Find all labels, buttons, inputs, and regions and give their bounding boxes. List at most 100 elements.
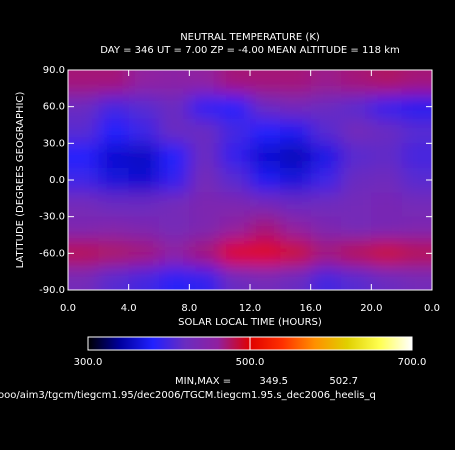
- heatmap-cell: [250, 143, 281, 169]
- heatmap-cell: [159, 70, 190, 95]
- heatmap-cell: [280, 216, 312, 242]
- heatmap-cell: [219, 216, 251, 242]
- heatmap-cell: [189, 216, 221, 242]
- heatmap-cell: [128, 167, 160, 193]
- heatmap-cell: [250, 241, 281, 267]
- heatmap-cell: [98, 192, 130, 218]
- heatmap-cell: [401, 118, 432, 144]
- heatmap-cell: [401, 265, 432, 290]
- heatmap-cell: [371, 167, 403, 193]
- heatmap-cell: [98, 118, 130, 144]
- heatmap-cell: [310, 70, 342, 95]
- heatmap-cell: [159, 143, 190, 169]
- heatmap-cell: [128, 192, 160, 218]
- heatmap: [68, 70, 432, 290]
- chart-title: NEUTRAL TEMPERATURE (K): [180, 32, 320, 43]
- heatmap-cell: [310, 192, 342, 218]
- heatmap-cell: [341, 94, 372, 120]
- y-tick-label: -60.0: [39, 248, 65, 259]
- heatmap-cell: [401, 143, 432, 169]
- heatmap-cell: [341, 265, 372, 290]
- x-tick-label: 4.0: [121, 303, 137, 314]
- heatmap-cell: [219, 167, 251, 193]
- footer-path: ooo/aim3/tgcm/tiegcm1.95/dec2006/TGCM.ti…: [0, 390, 376, 401]
- colorbar-tick-label: 500.0: [236, 357, 265, 368]
- heatmap-cell: [310, 167, 342, 193]
- heatmap-cell: [371, 118, 403, 144]
- heatmap-cell: [189, 265, 221, 290]
- y-tick-label: 90.0: [43, 65, 65, 76]
- heatmap-cell: [371, 94, 403, 120]
- heatmap-cell: [280, 192, 312, 218]
- heatmap-cell: [250, 216, 281, 242]
- heatmap-cell: [128, 216, 160, 242]
- heatmap-cell: [401, 192, 432, 218]
- heatmap-cell: [401, 70, 432, 95]
- heatmap-cell: [98, 265, 130, 290]
- heatmap-cell: [250, 265, 281, 290]
- heatmap-cell: [219, 118, 251, 144]
- heatmap-cell: [401, 216, 432, 242]
- heatmap-cell: [219, 192, 251, 218]
- x-tick-label: 20.0: [360, 303, 382, 314]
- heatmap-cell: [250, 118, 281, 144]
- heatmap-cell: [189, 94, 221, 120]
- heatmap-cell: [250, 94, 281, 120]
- heatmap-cell: [310, 118, 342, 144]
- y-tick-label: 0.0: [49, 175, 65, 186]
- heatmap-cell: [159, 216, 190, 242]
- heatmap-cell: [280, 265, 312, 290]
- heatmap-cell: [219, 70, 251, 95]
- heatmap-cell: [341, 143, 372, 169]
- min-value: 349.5: [259, 376, 288, 387]
- heatmap-cell: [98, 241, 130, 267]
- chart-subtitle: DAY = 346 UT = 7.00 ZP = -4.00 MEAN ALTI…: [100, 45, 400, 56]
- heatmap-cell: [371, 241, 403, 267]
- heatmap-cell: [371, 143, 403, 169]
- heatmap-cell: [189, 192, 221, 218]
- heatmap-cell: [280, 118, 312, 144]
- x-tick-label: 0.0: [60, 303, 76, 314]
- heatmap-cell: [128, 94, 160, 120]
- heatmap-cell: [280, 167, 312, 193]
- y-tick-label: -90.0: [39, 285, 65, 296]
- heatmap-cell: [341, 241, 372, 267]
- heatmap-cell: [280, 94, 312, 120]
- heatmap-cell: [159, 167, 190, 193]
- heatmap-cell: [189, 241, 221, 267]
- heatmap-cell: [219, 241, 251, 267]
- heatmap-cell: [128, 118, 160, 144]
- heatmap-cell: [68, 265, 99, 290]
- x-axis-label: SOLAR LOCAL TIME (HOURS): [178, 317, 322, 328]
- heatmap-cell: [371, 192, 403, 218]
- heatmap-cell: [98, 94, 130, 120]
- heatmap-cell: [189, 118, 221, 144]
- x-tick-label: 16.0: [300, 303, 322, 314]
- heatmap-cell: [219, 143, 251, 169]
- heatmap-cell: [128, 70, 160, 95]
- heatmap-cell: [371, 216, 403, 242]
- heatmap-cell: [189, 143, 221, 169]
- heatmap-cell: [341, 118, 372, 144]
- heatmap-cell: [98, 143, 130, 169]
- heatmap-cell: [68, 70, 99, 95]
- y-axis-label: LATITUDE (DEGREES GEOGRAPHIC): [15, 92, 26, 269]
- heatmap-cell: [280, 70, 312, 95]
- heatmap-cell: [341, 216, 372, 242]
- heatmap-cell: [159, 94, 190, 120]
- y-tick-label: 60.0: [43, 102, 65, 113]
- heatmap-cell: [250, 167, 281, 193]
- heatmap-cell: [310, 143, 342, 169]
- x-tick-label: 0.0: [424, 303, 440, 314]
- heatmap-cell: [159, 241, 190, 267]
- heatmap-cell: [250, 70, 281, 95]
- heatmap-cell: [341, 70, 372, 95]
- heatmap-cell: [159, 118, 190, 144]
- heatmap-cell: [371, 70, 403, 95]
- x-tick-label: 8.0: [181, 303, 197, 314]
- heatmap-cell: [280, 143, 312, 169]
- heatmap-cell: [310, 94, 342, 120]
- min-max-label: MIN,MAX =: [175, 376, 231, 387]
- heatmap-cell: [128, 143, 160, 169]
